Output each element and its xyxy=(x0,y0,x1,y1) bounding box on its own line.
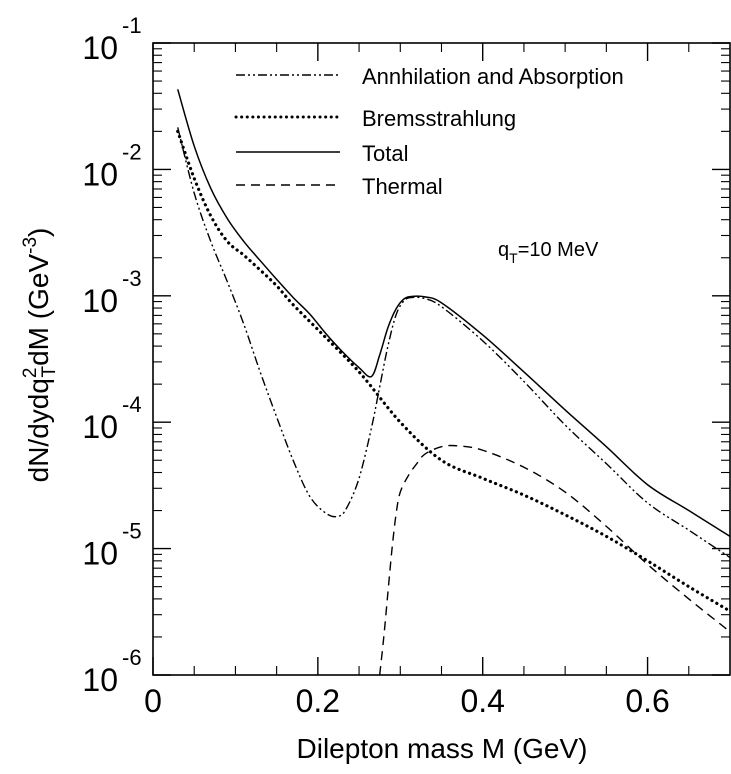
legend: Annhilation and Absorption Bremsstrahlun… xyxy=(234,64,624,199)
legend-label-thermal: Thermal xyxy=(362,174,443,199)
y-tick-label-base: 10 xyxy=(82,156,118,192)
plot-frame xyxy=(152,42,731,676)
y-axis-label-sup: 2 xyxy=(20,368,41,379)
y-axis-label-close: ) xyxy=(23,228,54,237)
legend-label-annihilation: Annhilation and Absorption xyxy=(362,64,624,89)
y-axis-label-group: dN/dydq2TdM (GeV-3) xyxy=(20,228,60,483)
y-tick-label-exp: -3 xyxy=(122,266,142,291)
curves-layer xyxy=(176,89,730,675)
y-tick-label-base: 10 xyxy=(82,283,118,319)
x-tick-label: 0.6 xyxy=(625,683,669,719)
y-tick-label-exp: -4 xyxy=(122,392,142,417)
annotation-prefix: q xyxy=(498,239,509,261)
annotation-sub: T xyxy=(509,250,518,266)
series-bremsstrahlung xyxy=(176,129,730,613)
x-tick-label: 0.4 xyxy=(460,683,504,719)
x-tick-label: 0 xyxy=(144,683,162,719)
x-tick-label: 0.2 xyxy=(296,683,340,719)
y-tick-label-base: 10 xyxy=(82,409,118,445)
annotation-suffix: =10 MeV xyxy=(518,239,599,261)
y-axis-label-base: dN/dydq xyxy=(23,378,54,482)
x-axis-label: Dilepton mass M (GeV) xyxy=(297,733,588,764)
y-tick-label-base: 10 xyxy=(82,662,118,698)
y-tick-label-exp: -2 xyxy=(122,139,142,164)
y-axis-label: dN/dydq2TdM (GeV-3) xyxy=(20,228,60,483)
y-tick-label-exp: -6 xyxy=(122,645,142,670)
legend-label-bremsstrahlung: Bremsstrahlung xyxy=(362,106,516,131)
series-annihilation-absorption xyxy=(177,127,730,559)
y-tick-label-exp: -1 xyxy=(122,13,142,38)
y-tick-label-exp: -5 xyxy=(122,519,142,544)
y-axis-label-unit-exp: -3 xyxy=(20,237,41,254)
labels-layer: 10-110-210-310-410-510-60 0.2 0.4 0.6 xyxy=(82,13,669,719)
y-tick-label-base: 10 xyxy=(82,536,118,572)
series-total xyxy=(177,89,730,537)
y-axis-label-rest: dM (GeV xyxy=(23,254,54,366)
y-axis-label-sub: T xyxy=(39,366,60,378)
legend-label-total: Total xyxy=(362,141,408,166)
series-thermal xyxy=(378,444,730,675)
y-tick-label-base: 10 xyxy=(82,30,118,66)
annotation-qt: qT=10 MeV xyxy=(498,239,599,266)
